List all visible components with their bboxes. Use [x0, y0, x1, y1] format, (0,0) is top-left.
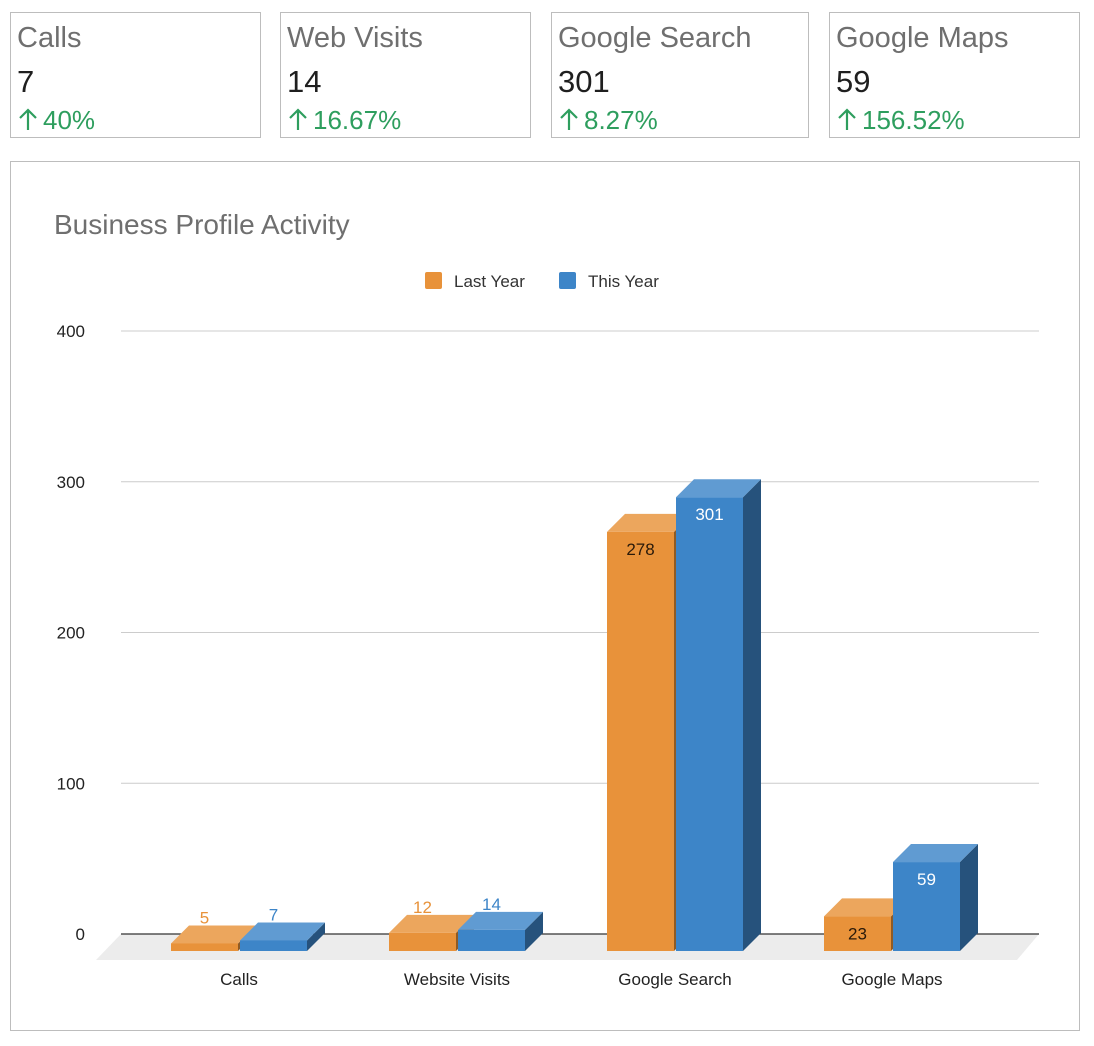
kpi-change-value: 40%: [43, 105, 96, 135]
arrow-up-icon: [838, 108, 856, 130]
kpi-value: 14: [287, 64, 322, 99]
bar: [240, 940, 307, 951]
y-tick-label: 400: [57, 322, 85, 341]
bar-chart: Business Profile Activity Last Year This Y…: [54, 209, 1039, 989]
bar-top-face: [458, 911, 543, 930]
bar-side-face: [743, 479, 761, 951]
bar: [458, 929, 525, 951]
kpi-card-google-search: Google Search 301 8.27%: [551, 12, 809, 138]
kpi-value: 59: [836, 64, 871, 99]
chart-title: Business Profile Activity: [54, 209, 350, 240]
kpi-card-web-visits: Web Visits 14 16.67%: [280, 12, 531, 138]
arrow-up-icon: [560, 108, 578, 130]
data-label: 278: [626, 540, 654, 559]
data-label: 23: [848, 924, 867, 943]
kpi-change: 156.52%: [836, 104, 1079, 136]
bar: [171, 943, 238, 951]
y-tick-label: 300: [57, 473, 85, 492]
kpi-value: 301: [558, 64, 610, 99]
legend-label: Last Year: [454, 272, 525, 291]
bar: [824, 916, 891, 951]
bar-top-face: [676, 479, 761, 498]
bar: [893, 862, 960, 951]
bar: [676, 497, 743, 951]
x-tick-label: Website Visits: [404, 970, 510, 989]
legend-swatch: [425, 272, 442, 289]
kpi-title: Google Search: [558, 22, 752, 54]
data-label: 59: [917, 870, 936, 889]
data-label: 301: [695, 505, 723, 524]
kpi-change-value: 8.27%: [584, 105, 658, 135]
arrow-up-icon: [289, 108, 307, 130]
kpi-change: 40%: [17, 104, 260, 136]
bar-side-face: [307, 922, 325, 951]
bar: [389, 932, 456, 951]
kpi-title: Google Maps: [836, 22, 1009, 54]
bar-top-face: [893, 844, 978, 863]
bar-top-face: [240, 922, 325, 941]
x-tick-label: Google Maps: [841, 970, 942, 989]
kpi-change: 8.27%: [558, 104, 808, 136]
arrow-up-icon: [19, 108, 37, 130]
bar-top-face: [389, 914, 474, 933]
bar-top-face: [824, 898, 909, 917]
kpi-card-calls: Calls 7 40%: [10, 12, 261, 138]
kpi-card-google-maps: Google Maps 59 156.52%: [829, 12, 1080, 138]
kpi-title: Calls: [17, 22, 82, 54]
y-tick-label: 0: [76, 925, 85, 944]
kpi-change: 16.67%: [287, 104, 530, 136]
y-tick-label: 200: [57, 624, 85, 643]
legend-label: This Year: [588, 272, 659, 291]
x-tick-label: Calls: [220, 970, 258, 989]
kpi-change-value: 16.67%: [313, 105, 402, 135]
bar: [607, 531, 674, 951]
bar-top-face: [607, 513, 692, 532]
floor-plane: [96, 934, 1039, 960]
chart-panel: Business Profile Activity Last Year This Y…: [10, 161, 1080, 1031]
data-label: 12: [413, 898, 432, 917]
bar-side-face: [960, 844, 978, 951]
bar-side-face: [525, 911, 543, 951]
kpi-value: 7: [17, 64, 35, 99]
kpi-change-value: 156.52%: [862, 105, 965, 135]
data-label: 5: [200, 908, 209, 927]
y-tick-label: 100: [57, 774, 85, 793]
bar-top-face: [171, 925, 256, 944]
legend-swatch: [559, 272, 576, 289]
kpi-title: Web Visits: [287, 22, 423, 54]
x-tick-label: Google Search: [618, 970, 731, 989]
data-label: 7: [269, 905, 278, 924]
data-label: 14: [482, 895, 501, 914]
